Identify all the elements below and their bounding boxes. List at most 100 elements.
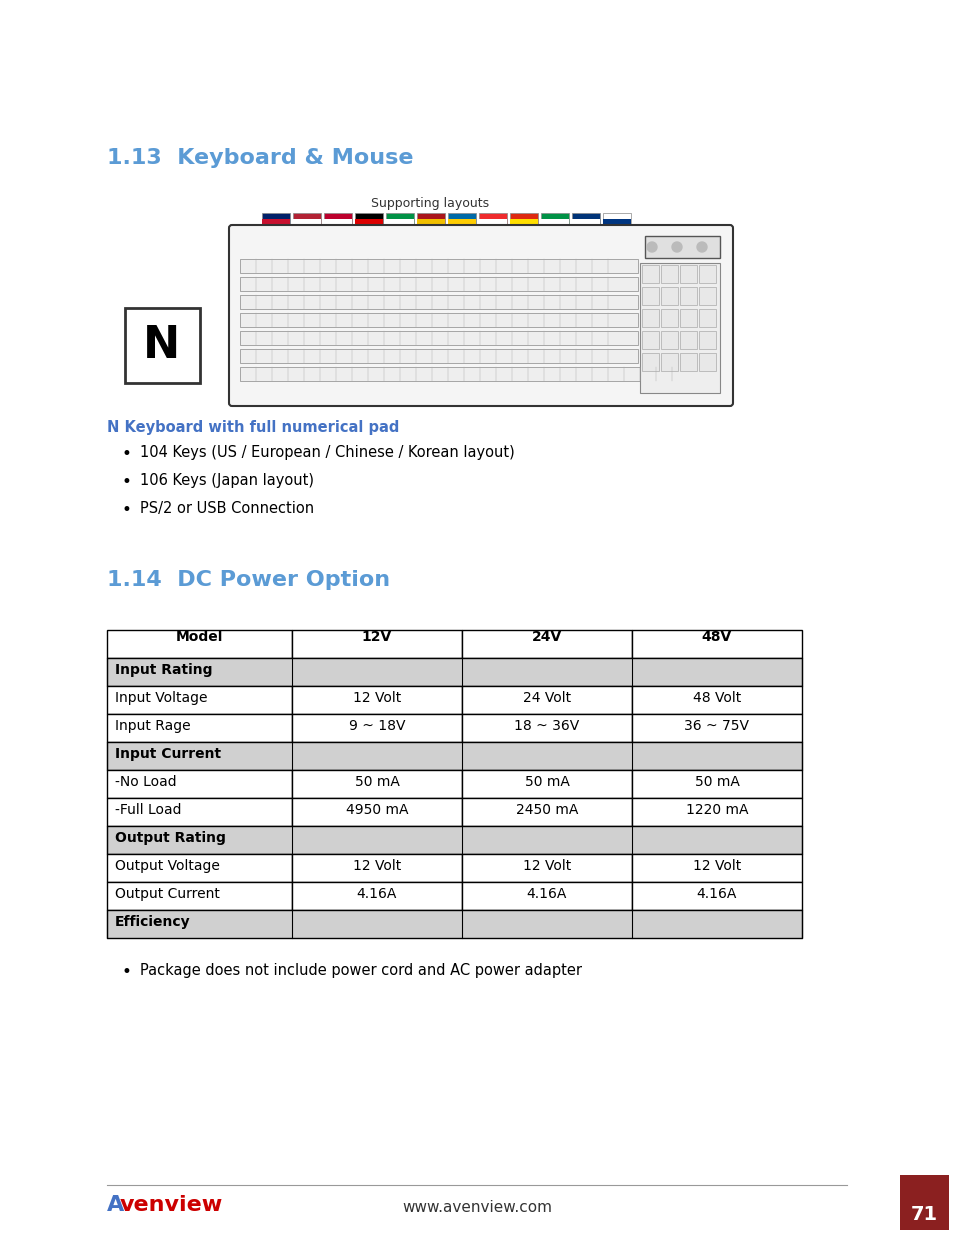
Bar <box>107 630 292 658</box>
Bar <box>386 212 414 231</box>
Text: 12 Volt: 12 Volt <box>692 860 740 873</box>
Bar <box>292 882 461 910</box>
Bar <box>540 225 568 231</box>
Bar <box>660 353 678 370</box>
Bar <box>355 219 382 225</box>
Bar <box>292 798 461 826</box>
Text: N: N <box>143 324 180 367</box>
Bar <box>355 225 382 231</box>
Bar <box>572 225 599 231</box>
Text: Output Current: Output Current <box>115 887 219 902</box>
FancyBboxPatch shape <box>229 225 732 406</box>
Bar <box>240 367 687 382</box>
Bar <box>262 212 290 231</box>
Bar <box>240 259 638 273</box>
Bar <box>461 714 631 742</box>
Text: 1.13  Keyboard & Mouse: 1.13 Keyboard & Mouse <box>107 148 413 168</box>
Bar <box>240 295 638 309</box>
Text: Package does not include power cord and AC power adapter: Package does not include power cord and … <box>140 963 581 978</box>
Text: 4.16A: 4.16A <box>696 887 737 902</box>
Bar <box>107 742 801 769</box>
Bar <box>641 353 659 370</box>
Bar <box>461 882 631 910</box>
Bar <box>660 266 678 283</box>
Bar <box>262 225 290 231</box>
Bar <box>679 331 697 350</box>
Text: 48V: 48V <box>701 630 731 643</box>
Text: Supporting layouts: Supporting layouts <box>371 198 489 210</box>
Text: Input Current: Input Current <box>115 747 221 761</box>
Text: 12 Volt: 12 Volt <box>353 692 400 705</box>
Bar <box>631 769 801 798</box>
Bar <box>660 309 678 327</box>
Circle shape <box>671 242 681 252</box>
Bar <box>478 212 506 231</box>
Bar <box>293 219 320 225</box>
Bar <box>107 685 292 714</box>
Text: Input Voltage: Input Voltage <box>115 692 208 705</box>
Bar <box>699 266 716 283</box>
Bar <box>324 225 352 231</box>
Bar <box>292 630 461 658</box>
Bar <box>461 769 631 798</box>
Bar <box>292 853 461 882</box>
Text: 1.14  DC Power Option: 1.14 DC Power Option <box>107 571 390 590</box>
Bar <box>699 353 716 370</box>
Bar <box>510 219 537 225</box>
Bar <box>324 212 352 231</box>
Bar <box>461 798 631 826</box>
Bar <box>478 219 506 225</box>
Bar <box>107 853 292 882</box>
Bar <box>631 630 801 658</box>
Bar <box>641 331 659 350</box>
Bar <box>292 714 461 742</box>
Text: venview: venview <box>120 1195 223 1215</box>
Bar <box>641 309 659 327</box>
Text: 12 Volt: 12 Volt <box>353 860 400 873</box>
Bar <box>461 853 631 882</box>
Bar <box>510 225 537 231</box>
Text: 4.16A: 4.16A <box>356 887 396 902</box>
Text: -No Load: -No Load <box>115 776 176 789</box>
Text: 106 Keys (Japan layout): 106 Keys (Japan layout) <box>140 473 314 488</box>
Bar <box>699 331 716 350</box>
Text: •: • <box>122 445 132 463</box>
Bar <box>292 769 461 798</box>
Bar <box>262 219 290 225</box>
Bar <box>510 212 537 231</box>
Bar <box>602 219 630 225</box>
Bar <box>416 212 444 231</box>
Bar <box>240 312 638 327</box>
Text: 71: 71 <box>909 1205 937 1224</box>
Bar <box>699 309 716 327</box>
Text: Model: Model <box>175 630 223 643</box>
Bar <box>448 219 476 225</box>
Text: PS/2 or USB Connection: PS/2 or USB Connection <box>140 501 314 516</box>
Text: A: A <box>107 1195 124 1215</box>
Bar <box>631 882 801 910</box>
Text: Efficiency: Efficiency <box>115 915 191 929</box>
Bar <box>107 714 292 742</box>
Text: 4.16A: 4.16A <box>526 887 567 902</box>
Text: 1220 mA: 1220 mA <box>685 803 747 818</box>
Bar <box>602 212 630 231</box>
Bar <box>899 1174 948 1230</box>
Bar <box>540 219 568 225</box>
Bar <box>125 308 200 383</box>
Bar <box>386 225 414 231</box>
Bar <box>679 309 697 327</box>
Bar <box>448 212 476 231</box>
Bar <box>107 798 292 826</box>
Bar <box>660 331 678 350</box>
Text: 50 mA: 50 mA <box>694 776 739 789</box>
Bar <box>461 685 631 714</box>
Bar <box>107 826 801 853</box>
Text: •: • <box>122 963 132 981</box>
Text: 36 ~ 75V: 36 ~ 75V <box>684 719 749 734</box>
Bar <box>292 685 461 714</box>
Bar <box>416 225 444 231</box>
Text: N Keyboard with full numerical pad: N Keyboard with full numerical pad <box>107 420 399 435</box>
Bar <box>240 350 638 363</box>
Bar <box>107 769 292 798</box>
Bar <box>679 353 697 370</box>
